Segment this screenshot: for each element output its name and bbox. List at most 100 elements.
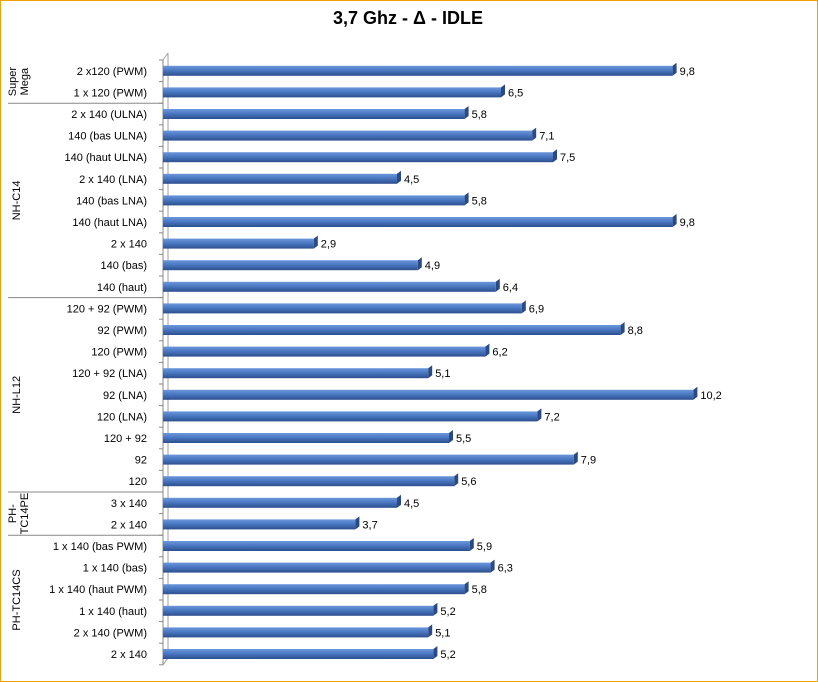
value-label: 7,1 (539, 131, 554, 143)
bar (163, 303, 522, 314)
bar (163, 389, 694, 400)
value-label: 5,8 (472, 584, 487, 596)
value-label: 5,8 (472, 195, 487, 207)
value-label: 3,7 (362, 519, 377, 531)
bar-depth (490, 559, 495, 573)
group-label: SuperMega (7, 67, 31, 97)
bar (163, 649, 434, 659)
value-label: 4,5 (404, 174, 419, 186)
bar (163, 346, 486, 357)
bar-depth (454, 473, 459, 487)
category-label: 92 (135, 455, 147, 467)
group-label: PH-TC14PE (7, 493, 31, 535)
bar (163, 368, 429, 379)
bar (163, 497, 397, 508)
bar (163, 109, 465, 119)
value-label: 6,4 (503, 282, 518, 294)
value-label: 7,2 (544, 411, 559, 423)
value-label: 5,1 (435, 627, 450, 639)
bar-depth (532, 127, 537, 141)
bar-depth (495, 278, 500, 292)
category-label: 1 x 140 (haut) (79, 606, 147, 618)
value-label: 10,2 (700, 390, 721, 402)
category-label: 1 x 140 (bas) (83, 563, 147, 575)
bar-depth (397, 170, 401, 184)
category-label: 2 x 140 (111, 649, 147, 661)
category-label: 140 (haut LNA) (72, 217, 147, 229)
bar (163, 627, 429, 638)
category-label: 2 x 140 (ULNA) (71, 109, 147, 121)
value-label: 9,8 (680, 217, 695, 229)
category-label: 140 (bas LNA) (76, 195, 147, 207)
bar-depth (355, 516, 360, 530)
bar-depth (428, 365, 433, 379)
bar (163, 238, 314, 249)
category-label: 2 x 140 (LNA) (79, 174, 147, 186)
bar (163, 65, 673, 76)
value-label: 7,5 (560, 152, 575, 164)
value-label: 6,2 (492, 347, 507, 359)
category-label: 120 (LNA) (97, 411, 147, 423)
bar (163, 195, 465, 206)
category-label: 92 (LNA) (103, 390, 147, 402)
category-label: 140 (haut) (97, 282, 147, 294)
bar (163, 519, 356, 530)
bar (163, 411, 538, 422)
category-label: 2 x120 (PWM) (77, 66, 147, 78)
bar-depth (620, 322, 625, 335)
bar-depth (464, 581, 469, 595)
category-label: 140 (bas ULNA) (68, 131, 147, 143)
bar-depth (417, 257, 422, 271)
bar (163, 605, 434, 616)
bar (163, 476, 455, 487)
bar-depth (672, 214, 677, 227)
bar-depth (573, 451, 578, 465)
bar-depth (537, 408, 542, 422)
bar (163, 454, 574, 465)
value-label: 6,9 (529, 303, 544, 315)
bar (163, 217, 673, 227)
category-label: 140 (bas) (101, 260, 147, 272)
bar-depth (553, 149, 557, 163)
bar (163, 584, 465, 595)
value-label: 5,5 (456, 433, 471, 445)
group-label: PH-TC14CS (11, 569, 23, 630)
bar (163, 433, 449, 443)
category-label: 2 x 140 (PWM) (74, 627, 147, 639)
category-label: 3 x 140 (111, 498, 147, 510)
category-label: 120 (PWM) (91, 347, 147, 359)
value-label: 6,5 (508, 87, 523, 99)
bar (163, 152, 553, 163)
bar (163, 562, 491, 573)
category-label: 120 + 92 (LNA) (72, 368, 147, 380)
value-label: 5,6 (461, 476, 476, 488)
group-label: NH-L12 (11, 376, 23, 414)
bar-depth (672, 62, 677, 76)
bar-depth (397, 494, 401, 508)
value-label: 4,9 (425, 260, 440, 272)
bar-depth (485, 343, 490, 357)
category-label: 1 x 140 (haut PWM) (49, 584, 147, 596)
bar-depth (501, 84, 505, 98)
bar (163, 130, 533, 141)
bar-depth (464, 192, 469, 206)
value-label: 9,8 (680, 66, 695, 78)
axis-top-bevel (162, 52, 169, 61)
category-label: 2 x 140 (111, 239, 147, 251)
value-label: 5,1 (435, 368, 450, 380)
value-label: 7,9 (581, 455, 596, 467)
bar (163, 325, 621, 335)
value-label: 6,3 (498, 563, 513, 575)
category-label: 1 x 140 (bas PWM) (53, 541, 147, 553)
bar-depth (313, 235, 318, 249)
category-label: 120 (129, 476, 147, 488)
value-label: 5,9 (477, 541, 492, 553)
bar-depth (428, 624, 433, 638)
bar-depth (693, 386, 698, 400)
category-label: 2 x 140 (111, 519, 147, 531)
bar-depth (433, 602, 438, 616)
value-label: 8,8 (628, 325, 643, 337)
group-label: NH-C14 (11, 181, 23, 221)
bar-depth (469, 538, 474, 551)
